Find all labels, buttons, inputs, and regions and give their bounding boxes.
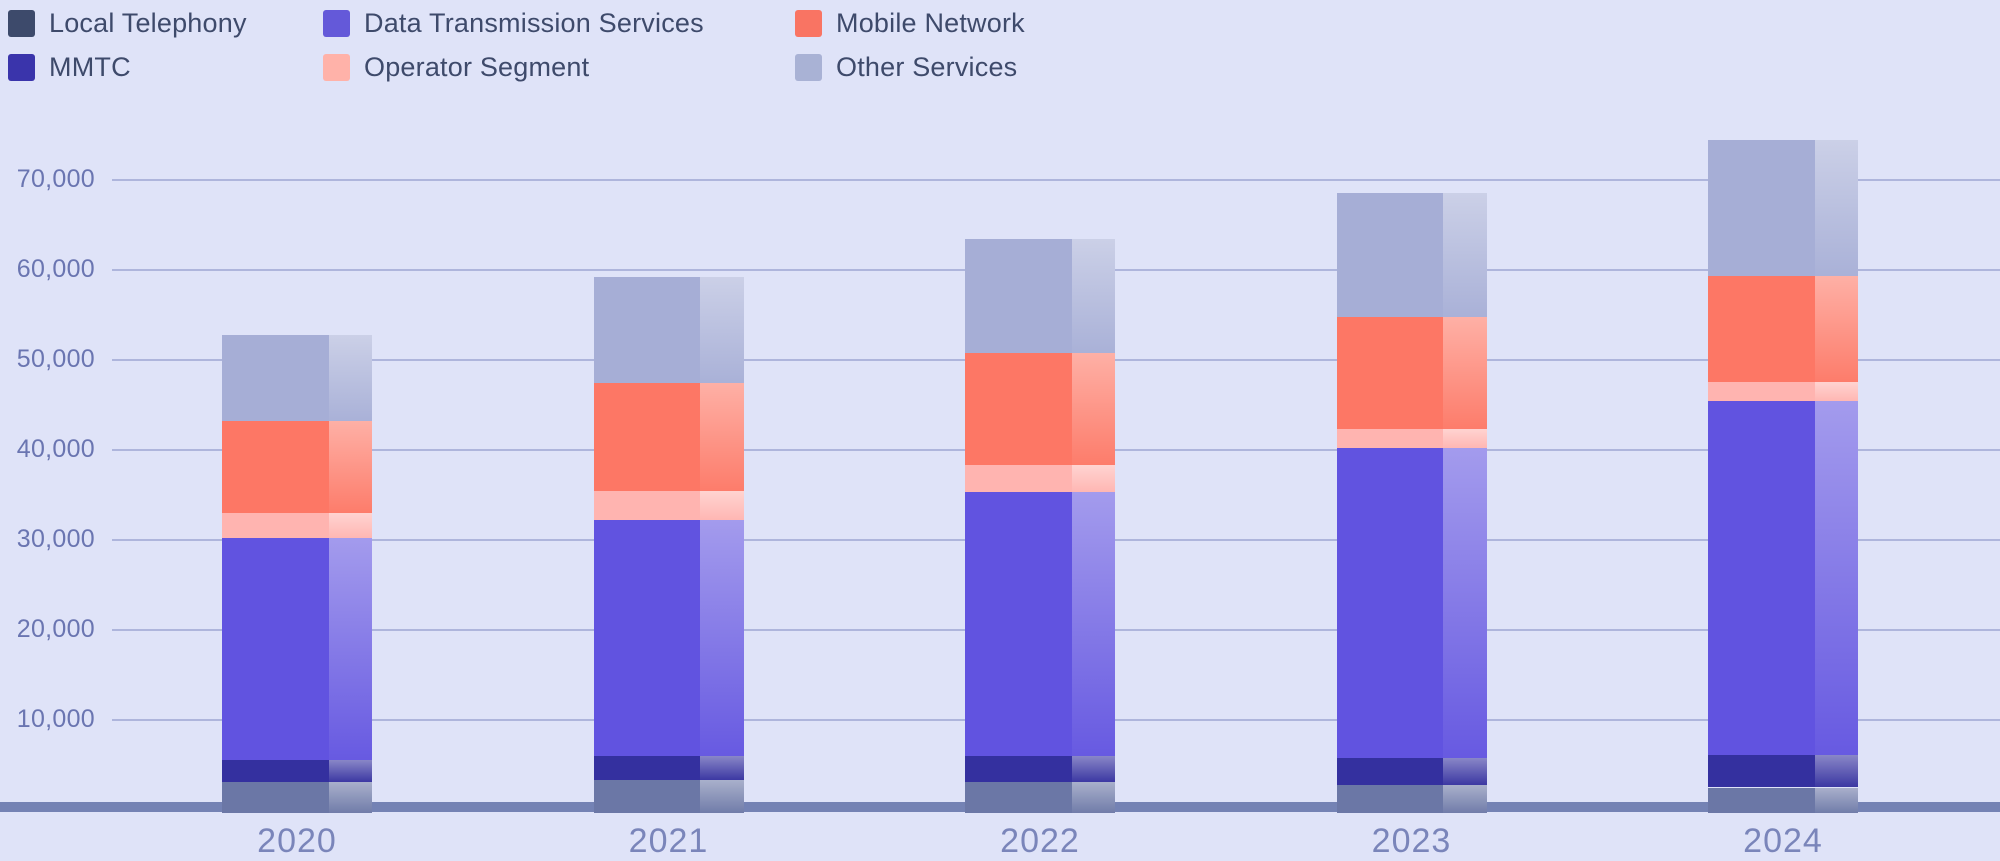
bar-segment-highlight	[700, 383, 744, 492]
y-tick-label-50000: 50,000	[16, 345, 95, 373]
gridline-70000	[112, 179, 2000, 181]
legend: Local Telephony Data Transmission Service…	[8, 6, 1025, 84]
legend-label: Other Services	[836, 51, 1018, 82]
bar-segment-2024-mmtc	[1708, 755, 1858, 788]
bar-segment-2024-mobile-network	[1708, 276, 1858, 382]
legend-label: Local Telephony	[49, 7, 247, 38]
bar-segment-2020-mmtc	[222, 759, 372, 783]
legend-label: Data Transmission Services	[364, 7, 704, 38]
legend-swatch-mmtc	[8, 53, 35, 81]
y-tick-label-60000: 60,000	[16, 255, 95, 283]
bar-segment-2021-data-transmission-services	[593, 520, 744, 756]
bar-segment-highlight	[328, 538, 372, 760]
bar-segment-highlight	[328, 421, 372, 513]
bar-segment-2024-data-transmission-services	[1708, 401, 1858, 756]
bar-segment-highlight	[1071, 239, 1115, 353]
bar-segment-2023-operator-segment	[1336, 429, 1487, 449]
legend-label: MMTC	[49, 51, 131, 82]
y-tick-label-20000: 20,000	[16, 615, 95, 643]
legend-swatch-other-services	[795, 53, 822, 81]
bar-segment-highlight	[328, 782, 372, 813]
bar-segment-2023-other-services	[1336, 192, 1487, 317]
legend-item-data-transmission-services: Data Transmission Services	[323, 8, 795, 39]
legend-item-mmtc: MMTC	[8, 52, 323, 83]
legend-item-local-telephony: Local Telephony	[8, 8, 323, 39]
bar-segment-2023-mmtc	[1336, 757, 1487, 785]
bar-2021	[593, 0, 744, 857]
bar-segment-highlight	[1443, 192, 1487, 317]
bar-2023	[1336, 0, 1487, 857]
bar-segment-highlight	[328, 759, 372, 783]
bar-segment-2020-operator-segment	[222, 513, 372, 539]
bar-segment-highlight	[1443, 429, 1487, 449]
bar-segment-highlight	[1071, 782, 1115, 813]
x-axis-label-2022: 2022	[1000, 822, 1080, 860]
bar-segment-2023-local-telephony	[1336, 784, 1487, 813]
bar-segment-2023-mobile-network	[1336, 316, 1487, 430]
bar-segment-highlight	[1814, 276, 1858, 382]
bar-segment-2020-data-transmission-services	[222, 538, 372, 760]
bar-segment-2023-data-transmission-services	[1336, 448, 1487, 758]
bar-segment-highlight	[1443, 316, 1487, 430]
x-axis-label-2023: 2023	[1371, 822, 1452, 860]
bar-segment-highlight	[1071, 492, 1115, 756]
y-tick-label-70000: 70,000	[16, 165, 95, 193]
bar-segment-highlight	[700, 277, 744, 384]
legend-label: Operator Segment	[364, 51, 590, 82]
legend-swatch-local-telephony	[8, 9, 35, 37]
bar-segment-highlight	[1071, 756, 1115, 783]
bar-2020	[222, 0, 372, 857]
y-tick-label-40000: 40,000	[16, 435, 95, 463]
bar-segment-2022-other-services	[965, 239, 1115, 353]
bar-segment-2024-other-services	[1708, 140, 1858, 277]
bar-2024	[1708, 0, 1858, 857]
bar-segment-2020-mobile-network	[222, 421, 372, 513]
bar-segment-highlight	[1443, 757, 1487, 785]
bar-segment-highlight	[328, 513, 372, 539]
bar-segment-2022-operator-segment	[965, 465, 1115, 493]
y-tick-label-30000: 30,000	[16, 525, 95, 553]
x-axis-label-2024: 2024	[1743, 822, 1823, 860]
bar-segment-highlight	[1814, 755, 1858, 788]
bar-segment-2020-local-telephony	[222, 782, 372, 813]
legend-swatch-data-transmission-services	[323, 9, 350, 37]
bar-segment-2024-local-telephony	[1708, 787, 1858, 813]
bar-segment-highlight	[1071, 465, 1115, 493]
legend-item-mobile-network: Mobile Network	[795, 8, 1025, 39]
legend-swatch-mobile-network	[795, 9, 822, 37]
y-tick-label-10000: 10,000	[16, 705, 95, 733]
x-axis-label-2020: 2020	[257, 822, 337, 860]
bar-segment-2021-local-telephony	[593, 780, 744, 813]
bar-segment-highlight	[1814, 401, 1858, 756]
bar-segment-highlight	[1071, 352, 1115, 466]
bar-segment-2022-mmtc	[965, 756, 1115, 783]
bar-segment-highlight	[1443, 784, 1487, 813]
bar-segment-2021-mobile-network	[593, 383, 744, 492]
bar-segment-2021-other-services	[593, 277, 744, 384]
bar-segment-highlight	[1814, 787, 1858, 813]
legend-item-other-services: Other Services	[795, 52, 1025, 83]
bar-segment-2022-local-telephony	[965, 782, 1115, 813]
bar-segment-highlight	[328, 334, 372, 422]
bar-segment-2024-operator-segment	[1708, 381, 1858, 402]
legend-label: Mobile Network	[836, 7, 1025, 38]
bar-segment-2021-operator-segment	[593, 491, 744, 521]
legend-item-operator-segment: Operator Segment	[323, 52, 795, 83]
bar-segment-2021-mmtc	[593, 756, 744, 781]
bar-segment-2022-data-transmission-services	[965, 492, 1115, 756]
bar-segment-highlight	[1443, 448, 1487, 758]
x-axis-label-2021: 2021	[628, 822, 709, 860]
bar-segment-highlight	[700, 780, 744, 813]
legend-swatch-operator-segment	[323, 53, 350, 81]
bar-segment-highlight	[700, 756, 744, 781]
bar-segment-highlight	[1814, 140, 1858, 277]
bar-segment-highlight	[700, 491, 744, 521]
bar-segment-2022-mobile-network	[965, 352, 1115, 466]
bar-segment-2020-other-services	[222, 334, 372, 422]
bar-segment-highlight	[700, 520, 744, 756]
bar-segment-highlight	[1814, 381, 1858, 402]
bar-2022	[965, 0, 1115, 857]
